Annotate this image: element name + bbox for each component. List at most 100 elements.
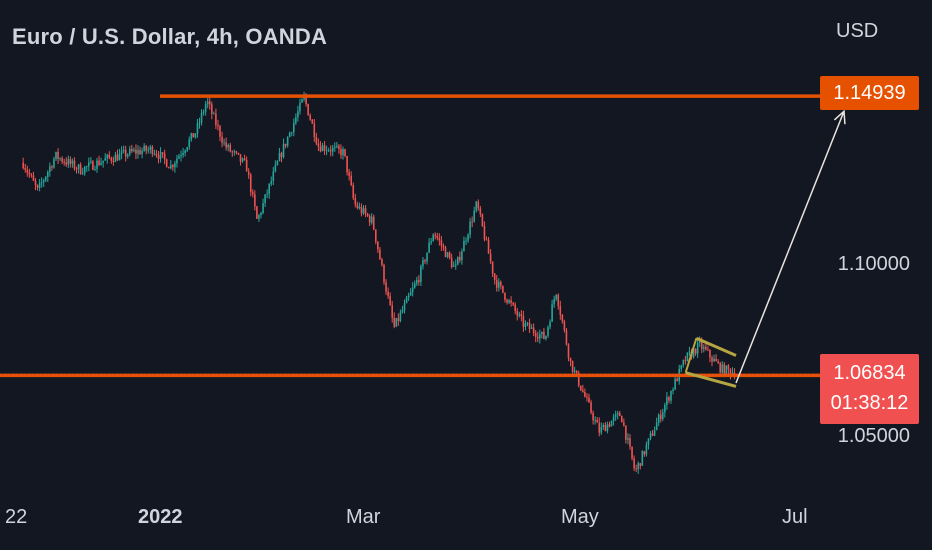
candle-body — [610, 420, 613, 427]
candle-body — [288, 132, 291, 138]
candle-body — [36, 184, 39, 188]
candle-body — [555, 294, 557, 299]
candle-body — [512, 302, 514, 305]
candle-body — [520, 314, 523, 317]
candle-body — [649, 433, 652, 439]
candle-body — [459, 256, 461, 261]
candle-body — [231, 151, 234, 153]
candle-body — [715, 358, 717, 362]
candle-body — [202, 111, 205, 113]
candle-body — [245, 159, 248, 172]
candle-body — [536, 337, 539, 339]
candle-body — [565, 330, 568, 345]
candle-body — [586, 396, 588, 398]
candle-body — [368, 215, 371, 223]
price-axis-tick: 1.10000 — [837, 253, 910, 275]
candle-body — [69, 159, 72, 164]
candle-body — [696, 342, 699, 354]
candle-body — [516, 310, 519, 316]
candle-body — [625, 425, 627, 440]
candle-body — [598, 422, 601, 433]
candle-body — [420, 266, 422, 282]
candle-body — [549, 321, 551, 328]
candle-body — [354, 197, 357, 205]
currency-label[interactable]: USD — [836, 20, 879, 42]
candle-body — [59, 158, 61, 160]
candle-body — [694, 348, 697, 354]
symbol-title[interactable]: Euro / U.S. Dollar, 4h, OANDA — [12, 24, 328, 49]
candle-body — [639, 463, 642, 466]
candle-body — [309, 115, 311, 120]
time-axis-tick: 2022 — [138, 506, 183, 528]
candle-body — [229, 144, 232, 152]
candle-body — [278, 153, 281, 162]
candle-body — [713, 358, 715, 362]
candle-body — [149, 146, 152, 150]
candle-body — [561, 314, 564, 322]
candle-body — [165, 159, 168, 168]
candle-body — [61, 158, 63, 162]
candle-body — [434, 234, 437, 236]
candle-body — [571, 361, 574, 372]
candle-body — [438, 238, 441, 241]
time-axis-tick: 22 — [5, 506, 28, 528]
candle-body — [670, 391, 672, 401]
price-axis-tick: 1.05000 — [837, 425, 910, 447]
candle-body — [633, 458, 635, 469]
candle-body — [100, 162, 102, 165]
candle-body — [219, 126, 221, 137]
candle-body — [55, 151, 57, 160]
candle-body — [196, 123, 199, 134]
candle-body — [360, 206, 363, 214]
candle-body — [719, 362, 721, 373]
candle-body — [381, 259, 383, 265]
candle-body — [317, 143, 320, 147]
flag-left-edge — [684, 337, 698, 373]
candle-body — [313, 123, 316, 138]
candle-body — [114, 154, 117, 162]
candle-body — [502, 285, 504, 293]
candle-body — [282, 143, 285, 158]
candle-body — [44, 176, 47, 181]
candle-body — [528, 322, 531, 329]
candle-body — [331, 147, 334, 152]
candle-body — [133, 149, 135, 152]
candle-body — [176, 158, 178, 164]
candle-body — [83, 166, 86, 174]
candle-body — [664, 404, 666, 413]
candle-body — [108, 154, 111, 158]
candle-body — [170, 165, 172, 169]
candle-body — [42, 180, 45, 183]
candle-body — [469, 221, 471, 235]
candle-body — [481, 214, 484, 226]
candle-body — [364, 208, 367, 214]
candle-body — [258, 215, 260, 219]
candle-body — [372, 216, 375, 230]
candle-body — [594, 419, 596, 421]
candle-body — [81, 173, 84, 175]
flag-lower-line — [685, 371, 737, 388]
candle-body — [174, 163, 176, 168]
candle-body — [221, 136, 223, 143]
candle-body — [135, 149, 137, 154]
candle-body — [88, 162, 90, 167]
candle-body — [551, 304, 553, 322]
candle-body — [53, 159, 55, 168]
candle-body — [85, 166, 88, 168]
candle-body — [307, 104, 309, 116]
candle-body — [721, 364, 724, 373]
candle-body — [256, 206, 258, 219]
candle-body — [676, 378, 678, 382]
candle-body — [129, 148, 131, 155]
candle-body — [249, 174, 252, 193]
candle-body — [467, 234, 469, 241]
candle-body — [463, 240, 465, 252]
candle-body — [98, 160, 100, 165]
candle-body — [491, 261, 494, 274]
candle-body — [131, 148, 133, 152]
drawing-tools — [684, 109, 846, 388]
candle-body — [385, 282, 387, 292]
candle-body — [645, 444, 648, 455]
candle-body — [358, 206, 361, 209]
